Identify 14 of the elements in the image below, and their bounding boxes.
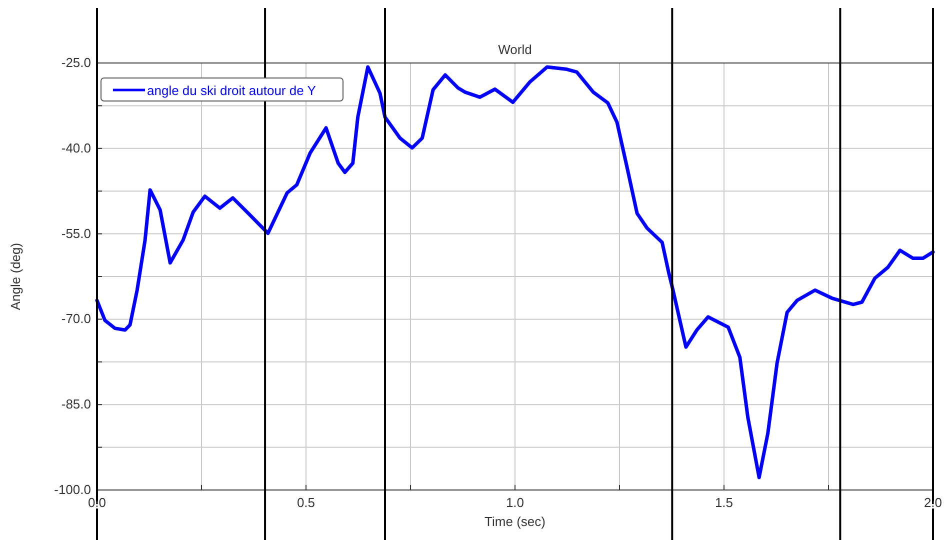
y-tick-label: -40.0 (61, 140, 91, 156)
x-tick-label: 1.0 (506, 495, 524, 510)
legend-label: angle du ski droit autour de Y (147, 83, 316, 98)
line-series (95, 65, 935, 480)
chart-title: World (498, 42, 532, 57)
y-tick-label: -55.0 (61, 226, 91, 241)
x-axis-title: Time (sec) (484, 514, 546, 529)
y-tick-label: -85.0 (61, 396, 91, 412)
y-tick-label: -100.0 (54, 482, 91, 497)
x-tick-label: 1.5 (714, 495, 734, 510)
y-tick-label: -70.0 (61, 311, 91, 326)
y-tick-label: -25.0 (61, 55, 91, 70)
x-tick-label: 0.5 (296, 495, 316, 510)
y-axis-title: Angle (deg) (8, 242, 23, 310)
